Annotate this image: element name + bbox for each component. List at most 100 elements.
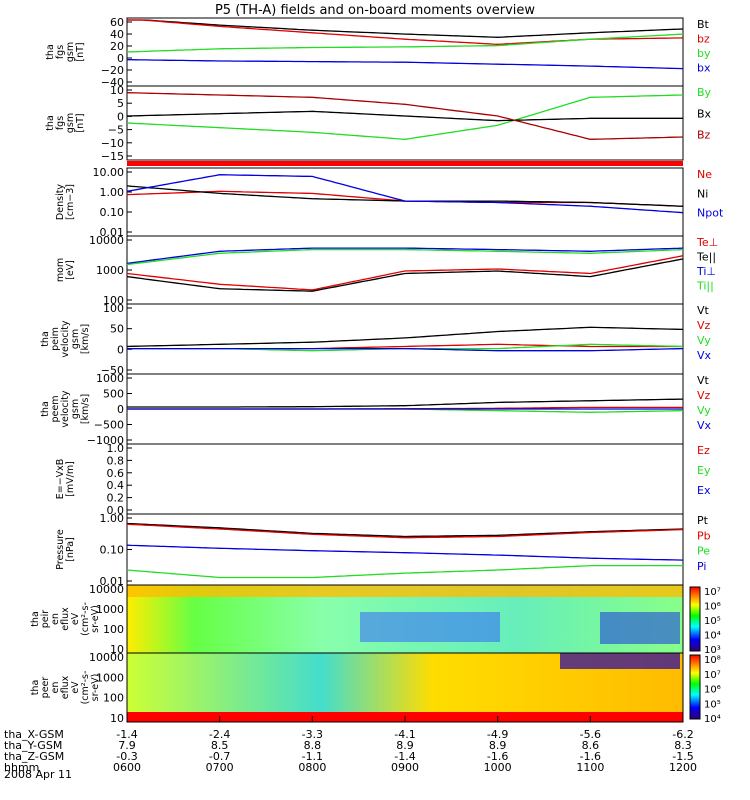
panel-frame <box>126 235 684 305</box>
legend-label: Te|| <box>696 251 716 264</box>
y-axis-label: eV <box>70 681 81 694</box>
y-axis-label: [nT] <box>75 113 86 132</box>
axis-row-value: 8.5 <box>211 739 229 752</box>
legend-label: Bz <box>697 129 711 142</box>
y-axis-label: [nT] <box>75 42 86 61</box>
axis-row-value: -5.6 <box>580 728 601 741</box>
series-line <box>126 522 684 538</box>
series-line <box>126 92 684 140</box>
panel-7: 1.00.80.60.40.20.0 E=−VxB [mV/m] Ez Ey Ex <box>55 442 711 517</box>
panel-frame <box>126 167 684 237</box>
axis-row-value: -3.3 <box>302 728 323 741</box>
series-line <box>126 564 683 579</box>
y-axis-label: tha <box>30 611 41 627</box>
legend-label: Ti|| <box>696 280 714 293</box>
y-axis-label: en <box>50 613 61 625</box>
legend-label: Te⊥ <box>696 236 718 249</box>
y-axis-label: gsm <box>65 42 76 62</box>
axis-row-value: 8.9 <box>489 739 507 752</box>
legend-label: bx <box>697 62 711 75</box>
y-tick-label: 10000 <box>89 234 124 247</box>
colorbar-tick-label: 10⁸ <box>704 655 721 666</box>
panel-9: 10000 1000 100 10 tha peir en eflux eV (cm²-s-sr-… <box>30 583 721 656</box>
y-axis-label: peem <box>50 396 61 423</box>
y-tick-label: 0.4 <box>107 479 125 492</box>
axis-row-value: 8.8 <box>304 739 322 752</box>
y-tick-label: −50 <box>101 364 124 377</box>
y-axis-label: velocity <box>60 390 71 428</box>
chart-title: P5 (TH-A) fields and on-board moments ov… <box>215 3 535 18</box>
ion-spectrogram <box>126 584 684 654</box>
y-tick-label: −1000 <box>87 434 124 447</box>
legend-label: Ne <box>697 168 712 181</box>
y-tick-label: 1.00 <box>100 512 125 525</box>
y-axis-label: gsm <box>70 399 81 419</box>
electron-colorbar <box>689 654 701 720</box>
legend-label: Vt <box>697 304 710 317</box>
axis-row-value: 8.9 <box>396 739 414 752</box>
y-tick-label: 0.10 <box>100 206 125 219</box>
y-tick-label: 50 <box>110 323 124 336</box>
series-line <box>126 94 684 140</box>
ion-spectrogram-blue-patch-2 <box>600 612 680 644</box>
legend-label: Ez <box>697 444 710 457</box>
series-line <box>126 523 684 539</box>
axis-row-value: -1.5 <box>672 750 693 763</box>
colorbar-tick-label: 10⁷ <box>704 587 721 598</box>
axis-row-value: 0900 <box>391 761 419 774</box>
panel-8: 1.00 0.10 0.01 Pressure [nPa] Pt Pb Pe Pi <box>55 512 711 588</box>
series-line <box>127 398 684 408</box>
axis-row-value: 0700 <box>206 761 234 774</box>
colorbar-tick-label: 10⁴ <box>704 714 721 725</box>
electron-spectrogram <box>126 652 684 723</box>
y-tick-label: −20 <box>101 64 124 77</box>
y-tick-label: 0.10 <box>100 544 125 557</box>
legend-label: Vx <box>697 349 712 362</box>
y-axis-label: peim <box>50 327 61 351</box>
y-tick-label: 0.0 <box>107 504 125 517</box>
y-tick-label: 10 <box>110 712 124 725</box>
y-tick-label: −5 <box>108 124 124 137</box>
y-tick-label: 1000 <box>96 264 124 277</box>
y-tick-label: 1.0 <box>107 442 125 455</box>
axis-row-value: -4.1 <box>394 728 415 741</box>
ion-colorbar-scale <box>689 586 701 652</box>
series-line <box>126 258 684 292</box>
y-tick-label: 10 <box>110 84 124 97</box>
y-axis-label: sr-eV) <box>90 674 101 702</box>
panel-4: 10000 1000 100 mom [eV] Te⊥ Te||Ti⊥ Ti|| <box>55 234 718 307</box>
series-line <box>126 255 684 291</box>
y-tick-label: 0 <box>117 343 124 356</box>
y-axis-label: peir <box>40 610 51 629</box>
axis-row-label: tha_Y-GSM <box>4 739 62 752</box>
legend-label: Ey <box>697 464 711 477</box>
axis-row-value: 0800 <box>298 761 326 774</box>
series-line <box>127 59 684 70</box>
series-line <box>126 33 684 53</box>
colorbar-tick-label: 10⁵ <box>704 699 721 710</box>
panel-10: 10000 1000 100 10 tha peer en eflux eV (cm²-s-sr-… <box>30 651 721 725</box>
y-tick-label: 1.00 <box>100 186 125 199</box>
legend-label: Npot <box>697 207 724 220</box>
ion-colorbar <box>689 586 701 652</box>
ion-spectrogram-blue-patch-1 <box>360 612 500 642</box>
panel-5: 100 50 0 −50 tha peim velocity gsm [km/s] Vt Vz Vy V… <box>40 302 712 377</box>
y-axis-label: tha <box>45 115 56 131</box>
y-axis-label: fgs <box>55 116 66 130</box>
y-axis-label: E=−VxB <box>55 459 66 500</box>
y-tick-label: 1000 <box>96 372 124 385</box>
legend-label: Ti⊥ <box>696 265 716 278</box>
series-line <box>127 347 684 352</box>
series-line <box>126 544 684 561</box>
y-axis-label: tha <box>45 44 56 60</box>
y-tick-label: 1000 <box>96 671 124 684</box>
colorbar-tick-label: 10³ <box>704 645 721 656</box>
legend-label: Vy <box>697 334 711 347</box>
y-tick-label: 100 <box>103 692 124 705</box>
legend-label: Ni <box>697 187 708 200</box>
colorbar-tick-label: 10⁶ <box>704 602 721 613</box>
series-line <box>126 185 684 207</box>
axis-row-value: -2.4 <box>209 728 230 741</box>
